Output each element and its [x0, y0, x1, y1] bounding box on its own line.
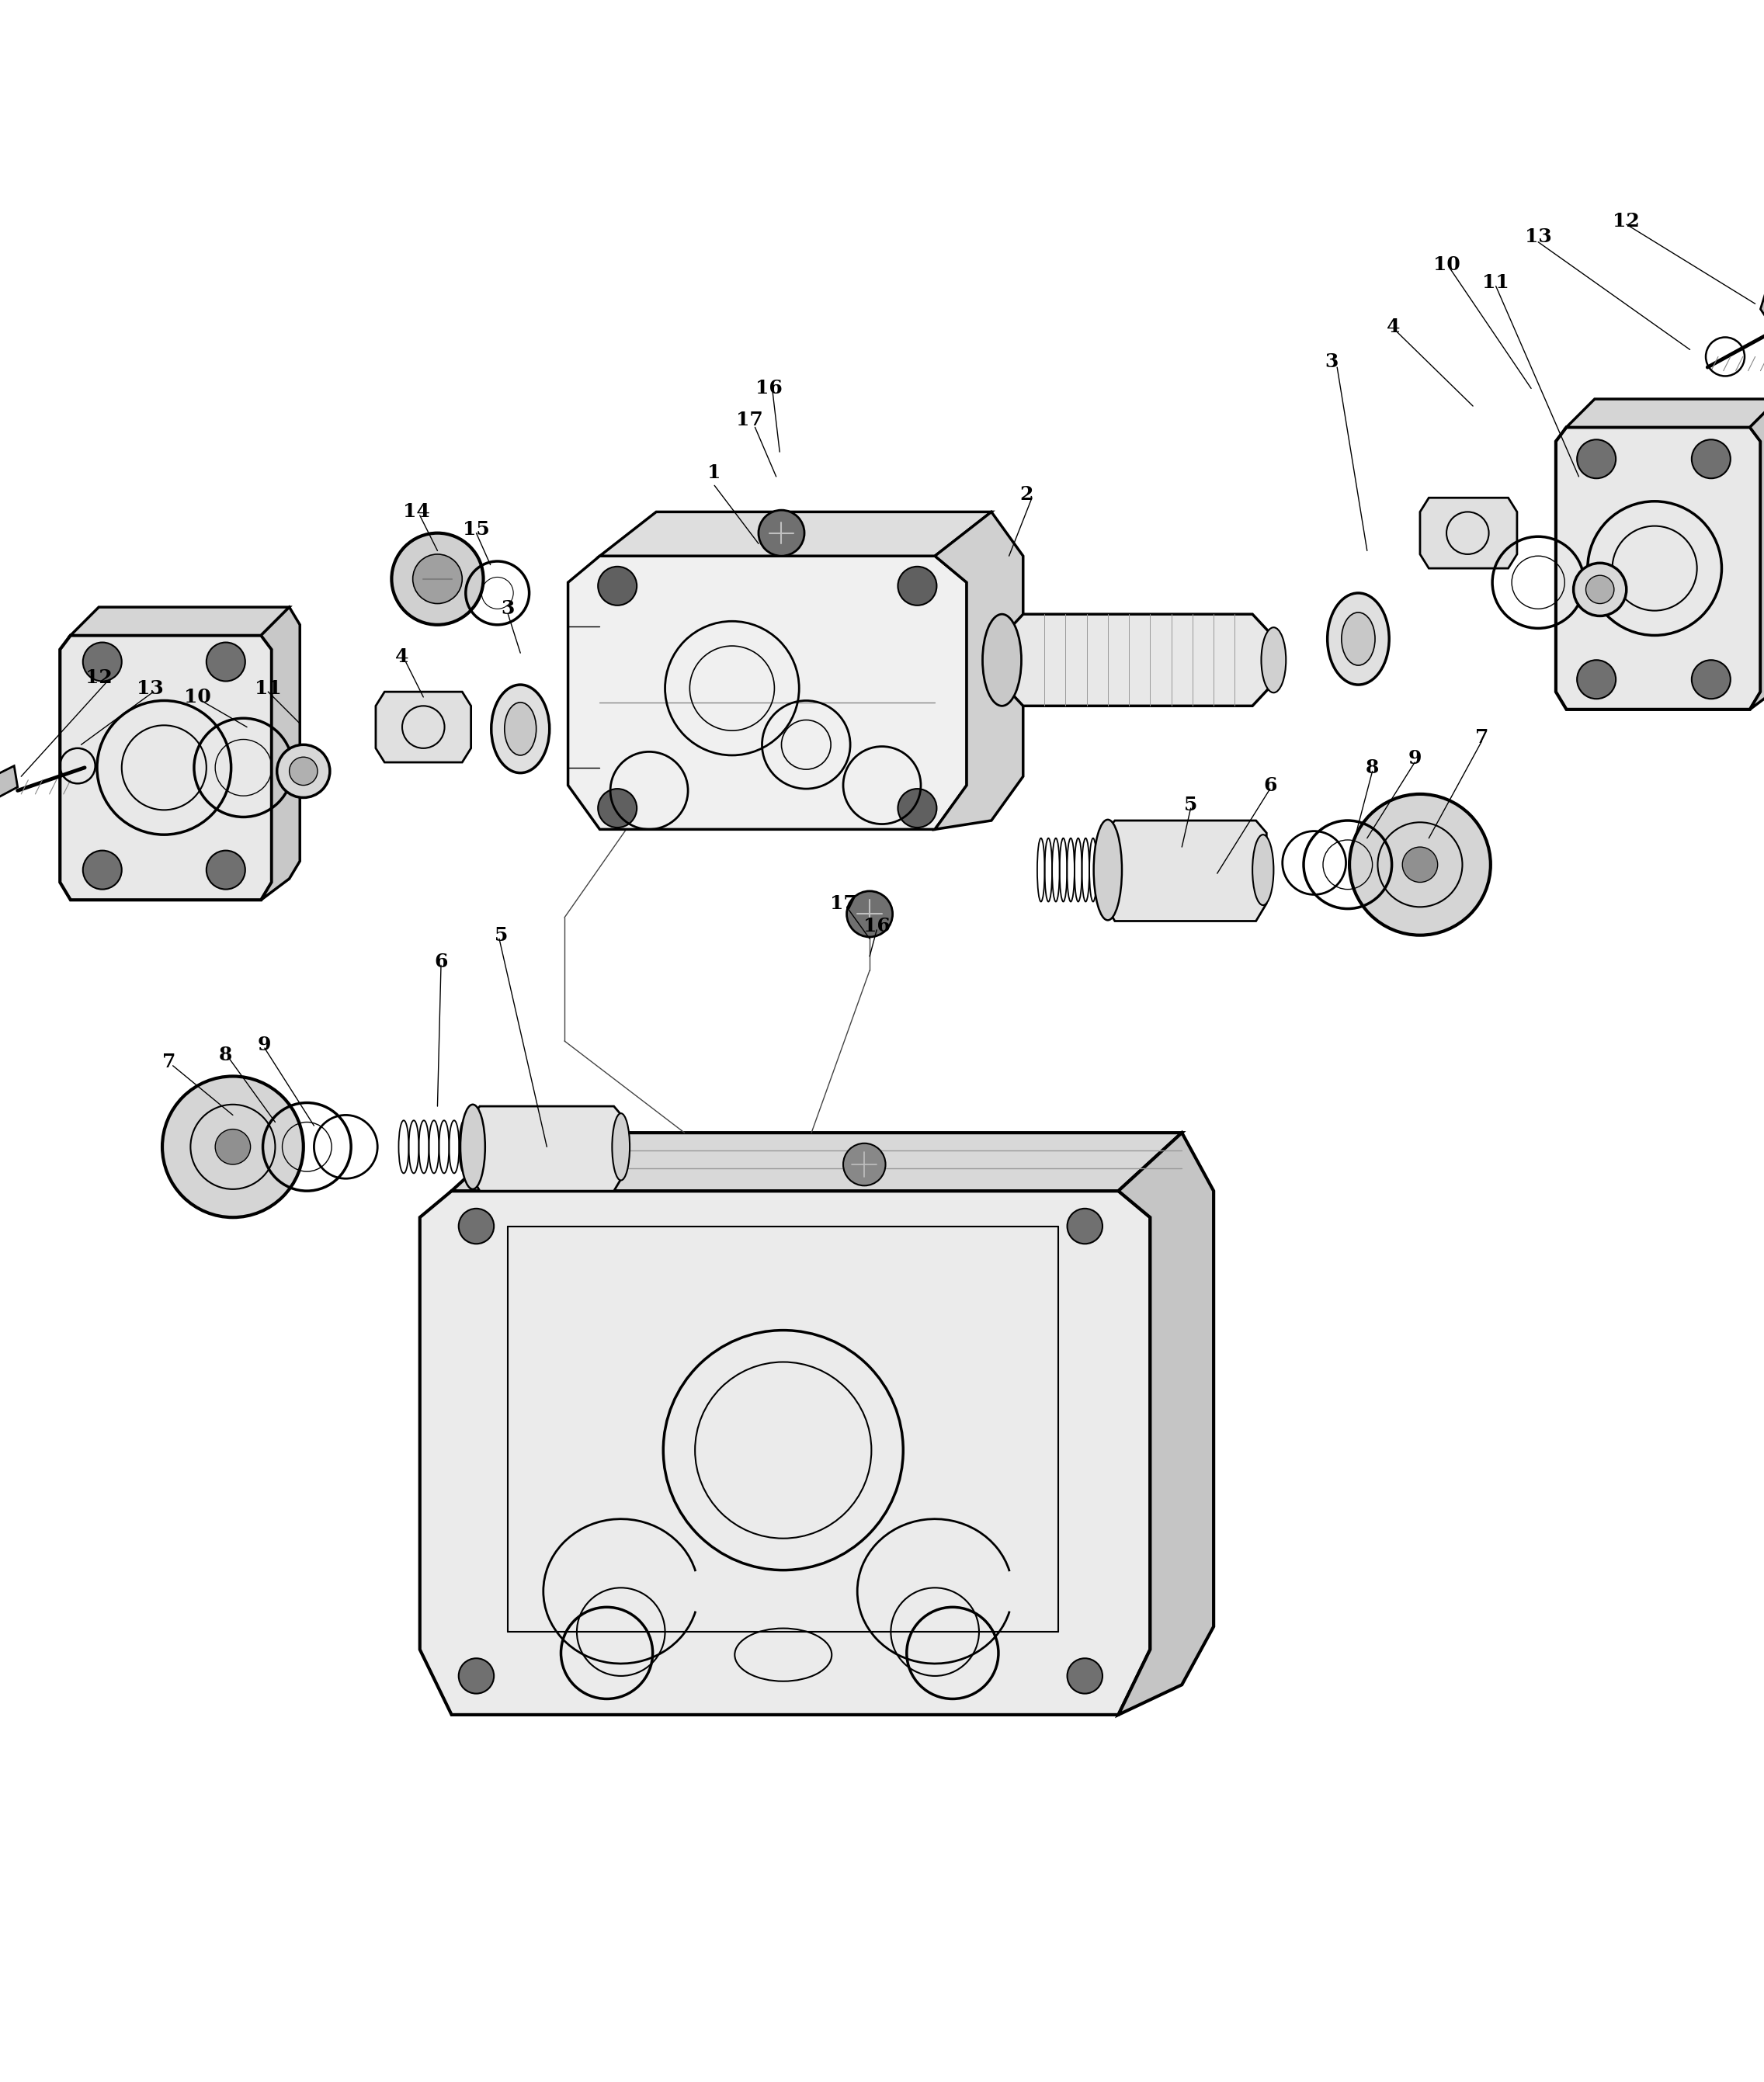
Text: 4: 4 — [395, 648, 409, 666]
Text: 16: 16 — [755, 379, 783, 398]
Text: 3: 3 — [1325, 352, 1339, 371]
Ellipse shape — [460, 1103, 485, 1189]
Circle shape — [459, 1657, 494, 1693]
Polygon shape — [71, 608, 289, 635]
Circle shape — [459, 1208, 494, 1243]
Polygon shape — [420, 1191, 1150, 1716]
Text: 7: 7 — [1475, 729, 1489, 747]
Circle shape — [1577, 660, 1616, 700]
Ellipse shape — [1328, 593, 1390, 685]
Polygon shape — [1118, 1133, 1214, 1716]
Circle shape — [206, 643, 245, 681]
Polygon shape — [376, 691, 471, 762]
Text: 17: 17 — [736, 410, 764, 429]
Text: 16: 16 — [863, 916, 891, 935]
Circle shape — [1067, 1208, 1102, 1243]
Polygon shape — [0, 766, 18, 802]
Text: 12: 12 — [1612, 212, 1641, 231]
Circle shape — [843, 1143, 886, 1185]
Ellipse shape — [612, 1114, 630, 1180]
Ellipse shape — [1586, 575, 1614, 604]
Text: 5: 5 — [1184, 795, 1198, 814]
Ellipse shape — [289, 758, 318, 785]
Text: 8: 8 — [219, 1045, 233, 1064]
Circle shape — [1349, 793, 1491, 935]
Text: 2: 2 — [1020, 485, 1034, 504]
Text: 14: 14 — [402, 502, 430, 520]
Circle shape — [1402, 847, 1438, 883]
Text: 1: 1 — [707, 464, 721, 483]
Text: 5: 5 — [494, 926, 508, 945]
Circle shape — [413, 554, 462, 604]
Circle shape — [392, 533, 483, 625]
Polygon shape — [60, 635, 272, 899]
Circle shape — [1692, 660, 1730, 700]
Polygon shape — [1750, 400, 1764, 710]
Text: 4: 4 — [1387, 316, 1401, 335]
Text: 9: 9 — [258, 1035, 272, 1053]
Circle shape — [847, 891, 893, 937]
Ellipse shape — [490, 685, 550, 772]
Text: 15: 15 — [462, 520, 490, 539]
Polygon shape — [568, 556, 967, 829]
Circle shape — [1692, 439, 1730, 479]
Circle shape — [83, 643, 122, 681]
Ellipse shape — [277, 745, 330, 797]
Polygon shape — [1566, 400, 1764, 427]
Text: 13: 13 — [136, 679, 164, 697]
Text: 8: 8 — [1365, 758, 1379, 777]
Polygon shape — [600, 512, 991, 556]
Ellipse shape — [505, 702, 536, 756]
Polygon shape — [261, 608, 300, 899]
Text: 6: 6 — [1263, 777, 1277, 795]
Text: 17: 17 — [829, 893, 857, 912]
Text: 10: 10 — [1432, 256, 1461, 275]
Text: 12: 12 — [85, 668, 113, 687]
Circle shape — [759, 510, 804, 556]
Ellipse shape — [1342, 612, 1376, 666]
Circle shape — [598, 789, 637, 827]
Text: 10: 10 — [183, 687, 212, 706]
Polygon shape — [1420, 498, 1517, 568]
Circle shape — [898, 566, 937, 606]
Circle shape — [1577, 439, 1616, 479]
Polygon shape — [1104, 820, 1267, 920]
Polygon shape — [998, 614, 1277, 706]
Ellipse shape — [1094, 820, 1122, 920]
Text: 9: 9 — [1408, 750, 1422, 768]
Ellipse shape — [1252, 835, 1274, 906]
Text: 11: 11 — [1482, 273, 1510, 291]
Text: 7: 7 — [162, 1053, 176, 1072]
Circle shape — [206, 852, 245, 889]
Circle shape — [83, 852, 122, 889]
Polygon shape — [469, 1106, 624, 1191]
Polygon shape — [1760, 279, 1764, 335]
Circle shape — [898, 789, 937, 827]
Circle shape — [598, 566, 637, 606]
Circle shape — [162, 1076, 303, 1218]
Text: 11: 11 — [254, 679, 282, 697]
Polygon shape — [452, 1133, 1182, 1191]
Text: 3: 3 — [501, 600, 515, 618]
Circle shape — [1067, 1657, 1102, 1693]
Text: 6: 6 — [434, 951, 448, 970]
Ellipse shape — [1573, 562, 1626, 616]
Circle shape — [215, 1128, 250, 1164]
Polygon shape — [1556, 427, 1760, 710]
Polygon shape — [935, 512, 1023, 829]
Ellipse shape — [1261, 627, 1286, 693]
Ellipse shape — [983, 614, 1021, 706]
Text: 13: 13 — [1524, 227, 1552, 246]
